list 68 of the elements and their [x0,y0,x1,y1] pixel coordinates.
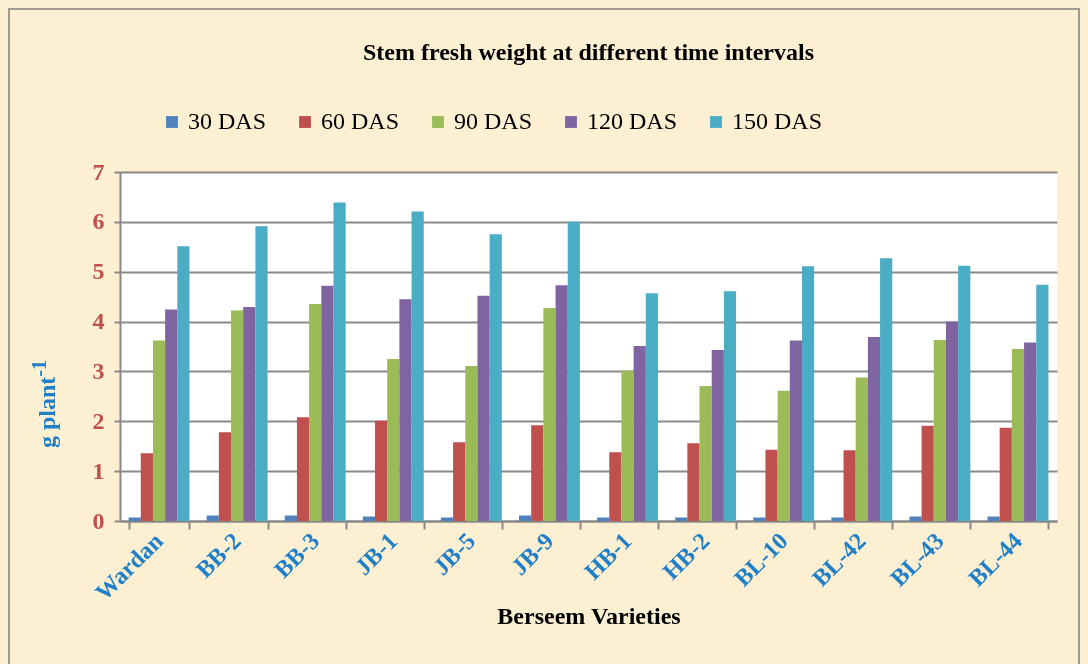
y-tick-label: 5 [92,258,105,285]
bar [555,285,568,521]
bar [723,291,737,521]
bar [880,258,893,521]
chart-title: Stem fresh weight at different time intervals [362,39,815,65]
bar [765,449,778,521]
bar [477,295,490,521]
x-axis-title: Berseem Varieties [497,603,681,630]
bar [945,321,959,521]
bar [231,310,244,521]
bar [645,293,658,521]
bar [831,517,844,521]
y-tick-label: 3 [92,357,105,384]
legend-label: 60 DAS [321,108,400,134]
bar [567,221,580,521]
bar [621,370,634,521]
bar [399,299,412,521]
bar [243,307,256,521]
bar [867,337,881,521]
legend-label: 150 DAS [732,108,823,134]
bar [711,349,724,521]
bar [777,390,790,521]
bar [177,246,190,521]
y-tick-label: 6 [92,208,105,235]
bar [255,226,268,521]
bar [633,346,646,521]
bar [933,340,946,521]
bar [375,420,388,521]
bar [165,309,178,521]
bar [284,515,297,521]
legend-label: 90 DAS [454,108,533,134]
bar [801,266,815,521]
bar [218,432,232,521]
bar [309,304,322,521]
bar [140,453,153,521]
bar [206,515,219,521]
bar [687,443,700,521]
bar [411,211,424,521]
bar [909,516,922,521]
y-tick-label: 1 [92,457,105,484]
bar [999,427,1012,521]
bar [1036,284,1049,521]
bar [921,425,934,521]
y-tick-label: 7 [92,158,105,185]
bar [855,377,868,521]
y-tick-label: 0 [92,507,105,534]
bar [609,452,622,521]
bar [453,442,466,521]
bar [843,450,856,521]
bar [699,385,712,521]
legend-label: 120 DAS [587,108,678,134]
bar [489,234,502,521]
bar [465,365,478,521]
bar [958,265,971,521]
bar [1011,348,1025,521]
bar [1024,342,1037,521]
bar [531,425,544,521]
legend-label: 30 DAS [188,108,267,134]
bar [519,515,532,521]
bar [387,358,400,521]
bar [296,417,310,521]
bar [543,308,556,521]
y-tick-label: 2 [92,407,105,434]
bar [789,340,802,521]
bar [152,340,166,521]
y-tick-label: 4 [92,308,105,335]
bar [333,202,346,521]
bar [321,285,334,521]
